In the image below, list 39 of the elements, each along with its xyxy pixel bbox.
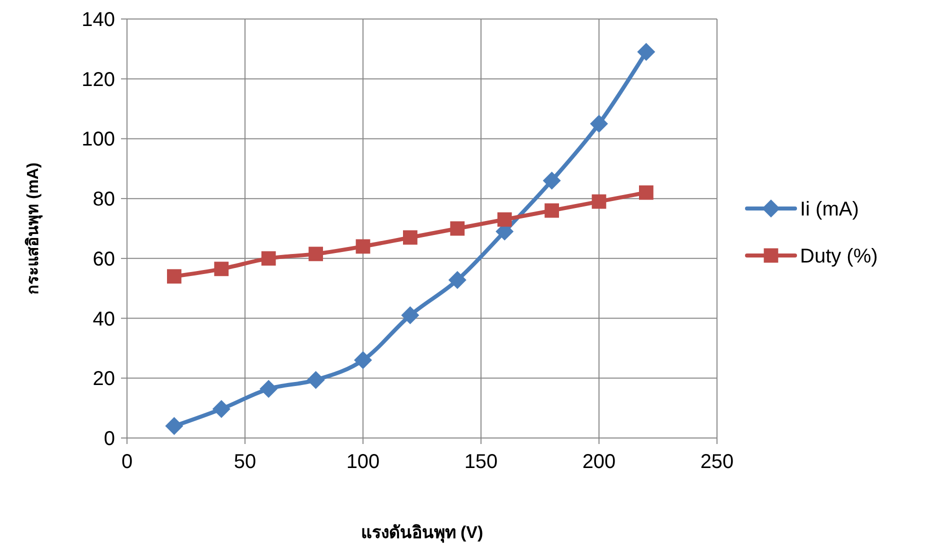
point (544, 203, 559, 218)
point (306, 370, 325, 389)
point (167, 269, 182, 284)
y-tick-label: 140 (82, 9, 115, 31)
y-tick-label: 40 (92, 308, 115, 330)
y-tick-label: 80 (92, 188, 115, 211)
point (497, 212, 512, 227)
point (401, 306, 420, 324)
point (308, 246, 323, 262)
x-tick-label: 50 (234, 451, 256, 473)
point (637, 42, 656, 61)
y-tick-label: 0 (104, 428, 115, 450)
point (639, 185, 654, 200)
x-axis-title: แรงดันอินพุท (V) (360, 523, 484, 543)
y-tick-label: 120 (82, 68, 115, 91)
y-tick-label: 20 (92, 368, 115, 390)
x-tick-label: 0 (121, 451, 133, 473)
y-tick-label: 60 (92, 248, 115, 270)
point (356, 239, 370, 254)
point (261, 251, 276, 266)
point (592, 194, 606, 209)
x-tick-label: 100 (346, 451, 380, 473)
legend-label: Ii (mA) (800, 198, 859, 220)
point (214, 262, 229, 276)
legend-label: Duty (%) (800, 246, 878, 268)
point (165, 417, 184, 436)
point (448, 270, 466, 289)
point (542, 172, 561, 190)
point (260, 380, 278, 398)
point (450, 221, 465, 236)
x-tick-label: 200 (582, 451, 616, 473)
point (354, 351, 372, 370)
point (590, 114, 608, 133)
x-tick-label: 250 (700, 451, 734, 473)
point (403, 230, 418, 245)
y-axis-title: กระแสอินพุท (mA) (24, 162, 43, 294)
point (212, 400, 230, 418)
x-tick-label: 150 (464, 451, 498, 473)
y-tick-label: 100 (82, 128, 115, 151)
